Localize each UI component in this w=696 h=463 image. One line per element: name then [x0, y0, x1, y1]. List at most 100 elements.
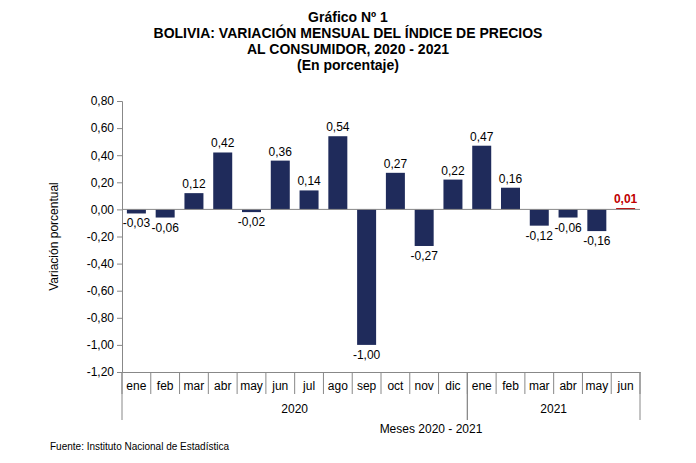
data-label: -0,02: [238, 215, 266, 229]
x-axis-title: Meses 2020 - 2021: [380, 422, 483, 436]
title: (En porcentaje): [297, 57, 399, 73]
x-tick: abr: [559, 379, 576, 393]
category-separator: [438, 372, 439, 394]
y-tick-label: 0,60: [91, 121, 115, 135]
bar: [184, 193, 203, 209]
x-tick-label: jun: [617, 379, 634, 393]
x-tick-label: ene: [472, 379, 492, 393]
bars: [127, 136, 635, 345]
category-separator: [553, 372, 554, 394]
bar: [213, 152, 232, 209]
bar: [300, 190, 319, 209]
x-tick: sep: [357, 379, 377, 393]
y-tick: 0,00: [91, 203, 122, 217]
group-label: 2020: [281, 402, 308, 416]
bar: [357, 209, 376, 345]
y-tick-label: 0,20: [91, 176, 115, 190]
bar: [386, 173, 405, 210]
category-separator: [208, 372, 209, 394]
data-label: -1,00: [353, 348, 381, 362]
x-tick: jun: [617, 379, 634, 393]
y-tick: -0,40: [87, 257, 122, 271]
y-axis-line: [117, 102, 123, 373]
y-axis-title: Variación porcentual: [47, 182, 61, 291]
x-tick-label: ago: [328, 379, 348, 393]
bar: [501, 188, 520, 210]
group-separator: [122, 372, 123, 420]
y-tick-mark: [117, 101, 122, 102]
y-tick-mark: [117, 264, 122, 265]
bar: [472, 146, 491, 210]
y-tick-label: 0,40: [91, 149, 115, 163]
y-tick: -0,60: [87, 284, 122, 298]
data-label: 0,54: [326, 120, 350, 134]
group-separator: [467, 372, 468, 420]
category-separator: [294, 372, 295, 394]
category-separator: [265, 372, 266, 394]
x-tick-label: dic: [445, 379, 460, 393]
y-tick-label: 0,00: [91, 203, 115, 217]
data-label: -0,06: [554, 221, 582, 235]
category-separator: [611, 372, 612, 394]
bar: [587, 209, 606, 231]
x-tick: abr: [214, 379, 231, 393]
bar: [415, 209, 434, 246]
y-tick-mark: [117, 237, 122, 238]
title: AL CONSUMIDOR, 2020 - 2021: [247, 41, 449, 57]
x-tick-label: abr: [214, 379, 231, 393]
y-tick-mark: [117, 182, 122, 183]
category-separator: [179, 372, 180, 394]
x-tick: ago: [328, 379, 348, 393]
y-tick-label: -0,40: [87, 257, 115, 271]
group-separator: [467, 372, 468, 420]
x-tick-label: feb: [157, 379, 174, 393]
x-tick-label: abr: [559, 379, 576, 393]
y-tick-mark: [117, 209, 122, 210]
x-tick-label: ene: [126, 379, 146, 393]
data-label: 0,12: [182, 177, 206, 191]
y-tick-label: -1,00: [87, 338, 115, 352]
y-tick-mark: [117, 291, 122, 292]
category-separators: [122, 372, 640, 420]
y-tick-label: -0,80: [87, 311, 115, 325]
y-tick: -1,00: [87, 338, 122, 352]
data-label: -0,27: [410, 249, 438, 263]
x-tick-label: mar: [529, 379, 550, 393]
group-separator: [640, 372, 641, 420]
y-tick: 0,40: [91, 149, 122, 163]
x-tick-label: jun: [271, 379, 288, 393]
x-tick-label: oct: [387, 379, 404, 393]
data-label: -0,12: [526, 229, 554, 243]
bar: [127, 209, 146, 213]
x-tick: feb: [502, 379, 519, 393]
x-tick: oct: [387, 379, 404, 393]
y-tick: 0,20: [91, 176, 122, 190]
x-tick-label: mar: [184, 379, 205, 393]
data-label: 0,16: [499, 172, 523, 186]
x-tick-label: feb: [502, 379, 519, 393]
category-separator: [237, 372, 238, 394]
data-label: 0,42: [211, 136, 235, 150]
y-tick-mark: [117, 318, 122, 319]
x-tick: dic: [445, 379, 460, 393]
x-tick: feb: [157, 379, 174, 393]
x-tick-label: sep: [357, 379, 377, 393]
chart: Gráfico Nº 1BOLIVIA: VARIACIÓN MENSUAL D…: [0, 0, 696, 463]
bar: [559, 209, 578, 217]
group-label: 2021: [540, 402, 567, 416]
y-tick: -0,80: [87, 311, 122, 325]
data-label: -0,06: [151, 221, 179, 235]
category-separator: [150, 372, 151, 394]
x-tick-label: may: [585, 379, 608, 393]
zero-line: [122, 209, 640, 210]
data-labels: -0,03-0,060,120,42-0,020,360,140,54-1,00…: [123, 120, 638, 362]
y-axis: 0,800,600,400,200,00-0,20-0,40-0,60-0,80…: [87, 94, 123, 379]
x-tick: jul: [302, 379, 315, 393]
y-tick: 0,60: [91, 121, 122, 135]
x-tick: ene: [472, 379, 492, 393]
y-tick-label: -1,20: [87, 365, 115, 379]
data-label: 0,22: [441, 164, 465, 178]
y-tick-label: -0,60: [87, 284, 115, 298]
title: Gráfico Nº 1: [308, 9, 388, 25]
category-separator: [582, 372, 583, 394]
